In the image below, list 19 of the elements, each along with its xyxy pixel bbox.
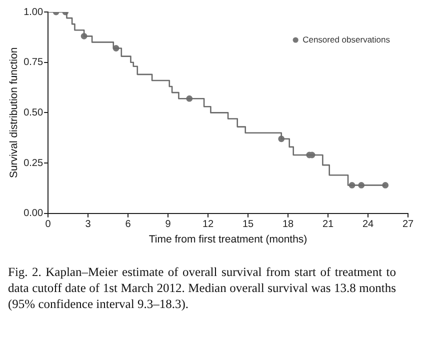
- legend-label: Censored observations: [302, 34, 390, 44]
- x-tick-label: 6: [125, 219, 132, 230]
- x-tick-label: 27: [402, 219, 414, 230]
- y-tick-label: 0.00: [24, 208, 44, 220]
- x-tick-label: 15: [242, 219, 254, 230]
- y-tick-label: 0.75: [24, 57, 44, 68]
- y-tick-label: 0.25: [24, 158, 44, 169]
- x-axis-title: Time from first treatment (months): [148, 234, 308, 246]
- x-tick-label: 18: [282, 219, 294, 230]
- y-axis-title: Survival distribution function: [8, 47, 20, 178]
- y-tick-label: 1.00: [24, 6, 44, 18]
- caption: Fig. 2. Kaplan–Meier estimate of overall survival from start of treatment to data cutoff date of 1st March 2012. Median overall survival was 13.8 months (95% confidence interval 9.3–18.3).: [8, 264, 396, 312]
- y-tick-label: 0.50: [24, 107, 44, 118]
- x-tick-label: 24: [362, 219, 374, 230]
- x-tick-label: 21: [322, 219, 334, 230]
- x-tick-label: 12: [202, 219, 214, 230]
- x-tick-label: 3: [85, 219, 92, 230]
- x-tick-label: 0: [45, 219, 52, 230]
- x-tick-label: 9: [165, 219, 172, 230]
